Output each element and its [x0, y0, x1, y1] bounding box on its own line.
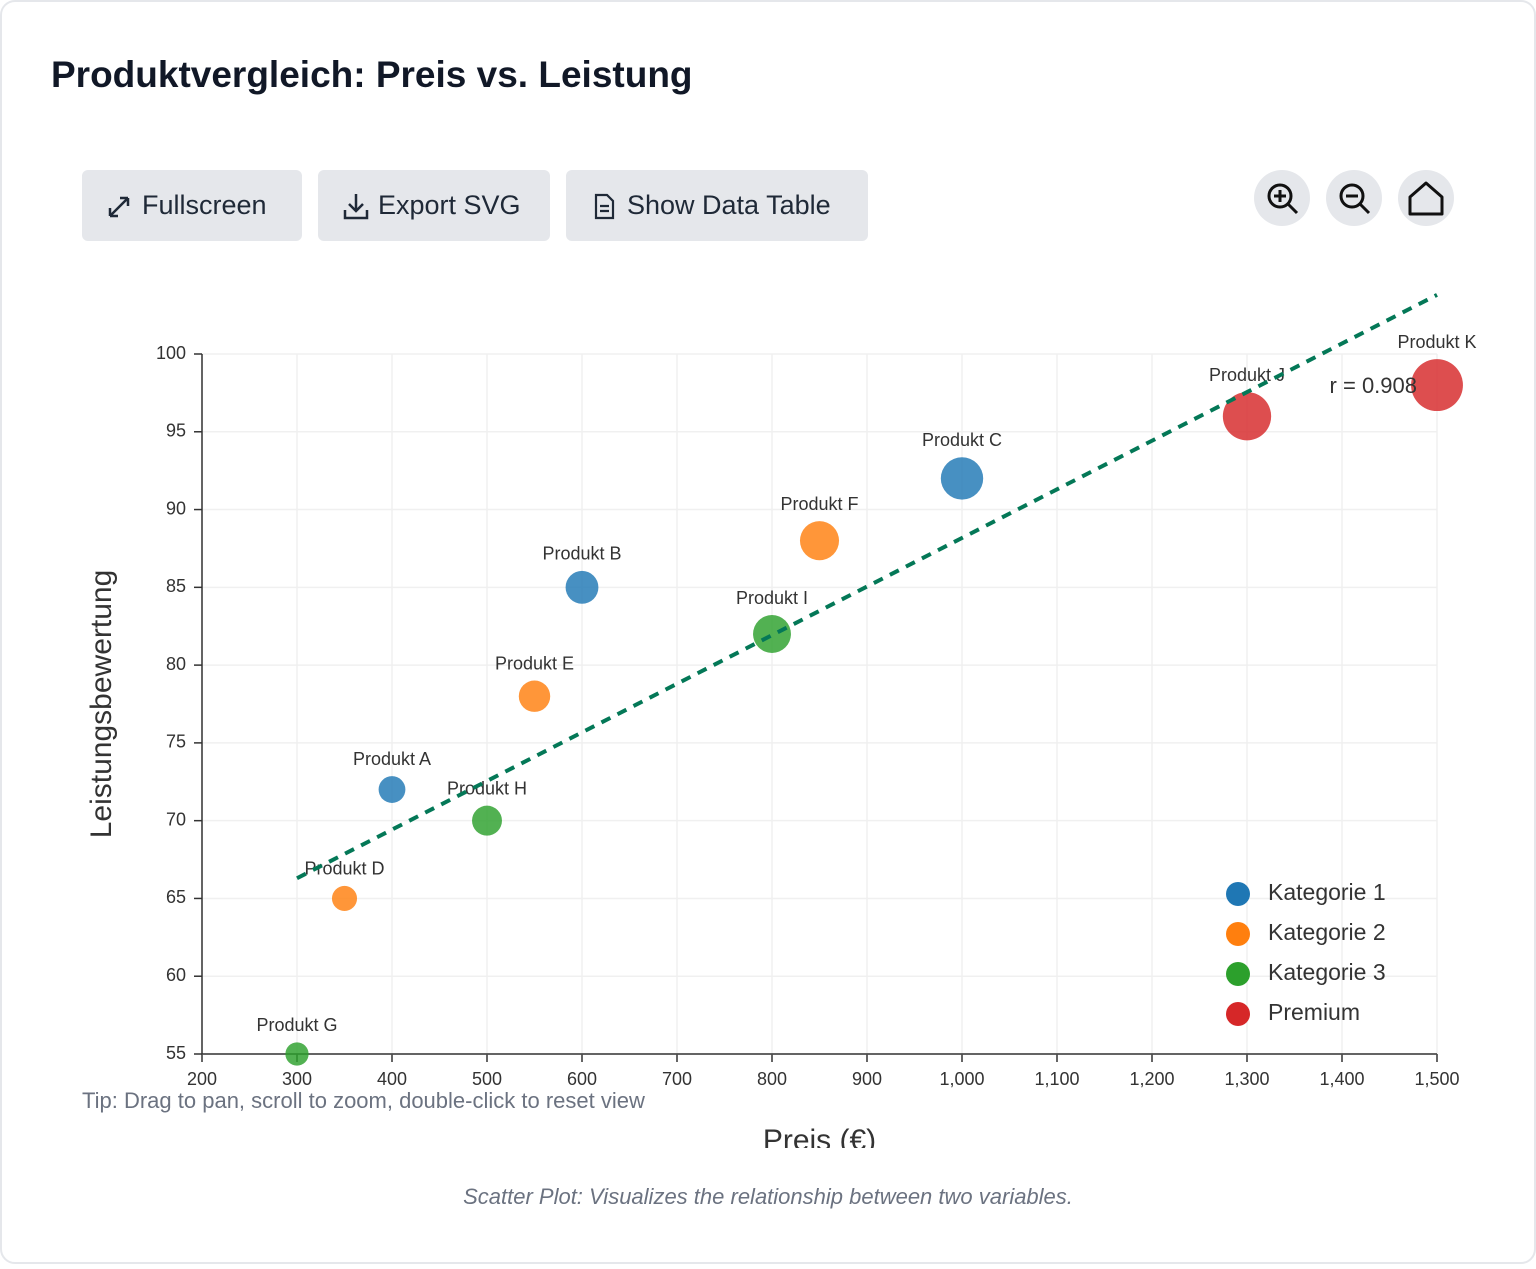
point — [1411, 359, 1463, 412]
legend-label: Kategorie 1 — [1268, 879, 1386, 905]
y-axis-label: Leistungsbewertung — [85, 570, 118, 839]
point-label: Produkt I — [736, 588, 808, 608]
point — [799, 521, 840, 561]
y-tick-label: 75 — [166, 732, 186, 752]
y-tick-label: 60 — [166, 965, 186, 985]
x-tick-label: 900 — [852, 1069, 882, 1089]
x-tick-label: 1,300 — [1224, 1069, 1269, 1089]
y-tick-label: 65 — [166, 887, 186, 907]
x-tick-label: 1,400 — [1319, 1069, 1364, 1089]
plot: 200 300 400 500 600 700 800 900 1,000 1,100 1,200 1… — [85, 293, 1477, 1157]
point — [331, 885, 358, 911]
point — [378, 776, 406, 803]
x-tick-label: 300 — [282, 1069, 312, 1089]
zoom-out-button[interactable] — [1326, 170, 1382, 226]
y-tick-label: 80 — [166, 654, 186, 674]
legend-label: Premium — [1268, 999, 1360, 1025]
x-tick-label: 1,200 — [1129, 1069, 1174, 1089]
trendline-label: r = 0.908 — [1330, 373, 1417, 398]
zoom-in-button[interactable] — [1254, 170, 1310, 226]
point-label: Produkt C — [922, 430, 1002, 450]
point-label: Produkt G — [256, 1015, 337, 1035]
point — [1222, 392, 1272, 441]
x-tick-label: 800 — [757, 1069, 787, 1089]
legend-marker — [1226, 922, 1250, 946]
x-tick-label: 1,100 — [1034, 1069, 1079, 1089]
x-tick-label: 1,500 — [1414, 1069, 1459, 1089]
fullscreen-button[interactable]: Fullscreen — [82, 170, 302, 241]
point-label: Produkt F — [780, 494, 858, 514]
point-label: Produkt D — [304, 859, 384, 879]
point-label: Produkt A — [353, 749, 431, 769]
caption: Scatter Plot: Visualizes the relationshi… — [463, 1184, 1073, 1209]
x-tick-label: 700 — [662, 1069, 692, 1089]
point — [753, 615, 791, 653]
point-label: Produkt J — [1209, 365, 1285, 385]
x-tick-label: 400 — [377, 1069, 407, 1089]
y-tick-label: 55 — [166, 1043, 186, 1063]
point-label: Produkt K — [1397, 332, 1476, 352]
y-tick-label: 90 — [166, 498, 186, 518]
legend-label: Kategorie 2 — [1268, 919, 1386, 945]
x-axis-label: Preis (€) — [763, 1124, 876, 1157]
x-tick-label: 500 — [472, 1069, 502, 1089]
tip: Tip: Drag to pan, scroll to zoom, double… — [82, 1088, 645, 1113]
button-label[interactable]: Export SVG — [378, 190, 521, 220]
point — [472, 805, 502, 836]
home-button[interactable] — [1398, 170, 1454, 226]
x-tick-label: 600 — [567, 1069, 597, 1089]
x-tick-label: 200 — [187, 1069, 217, 1089]
y-tick-label: 85 — [166, 576, 186, 596]
point — [940, 457, 984, 500]
point-label: Produkt B — [542, 544, 621, 564]
y-tick-label: 70 — [166, 809, 186, 829]
legend-marker — [1226, 1002, 1250, 1026]
trendline — [296, 293, 1438, 881]
legend-marker — [1226, 962, 1250, 986]
button-label[interactable]: Show Data Table — [627, 190, 831, 220]
point-label: Produkt E — [495, 653, 574, 673]
point — [518, 680, 551, 712]
point — [565, 570, 599, 604]
x-tick-label: 1,000 — [939, 1069, 984, 1089]
point — [285, 1042, 309, 1066]
legend-label: Kategorie 3 — [1268, 959, 1386, 985]
export-button[interactable]: Export SVG — [318, 170, 550, 241]
chart-title: Produktvergleich: Preis vs. Leistung — [51, 54, 693, 95]
y-tick-label: 95 — [166, 421, 186, 441]
y-tick-label: 100 — [156, 343, 186, 363]
legend-marker — [1226, 882, 1250, 906]
button-label[interactable]: Fullscreen — [142, 190, 267, 220]
data-table-button[interactable]: Show Data Table — [566, 170, 868, 241]
